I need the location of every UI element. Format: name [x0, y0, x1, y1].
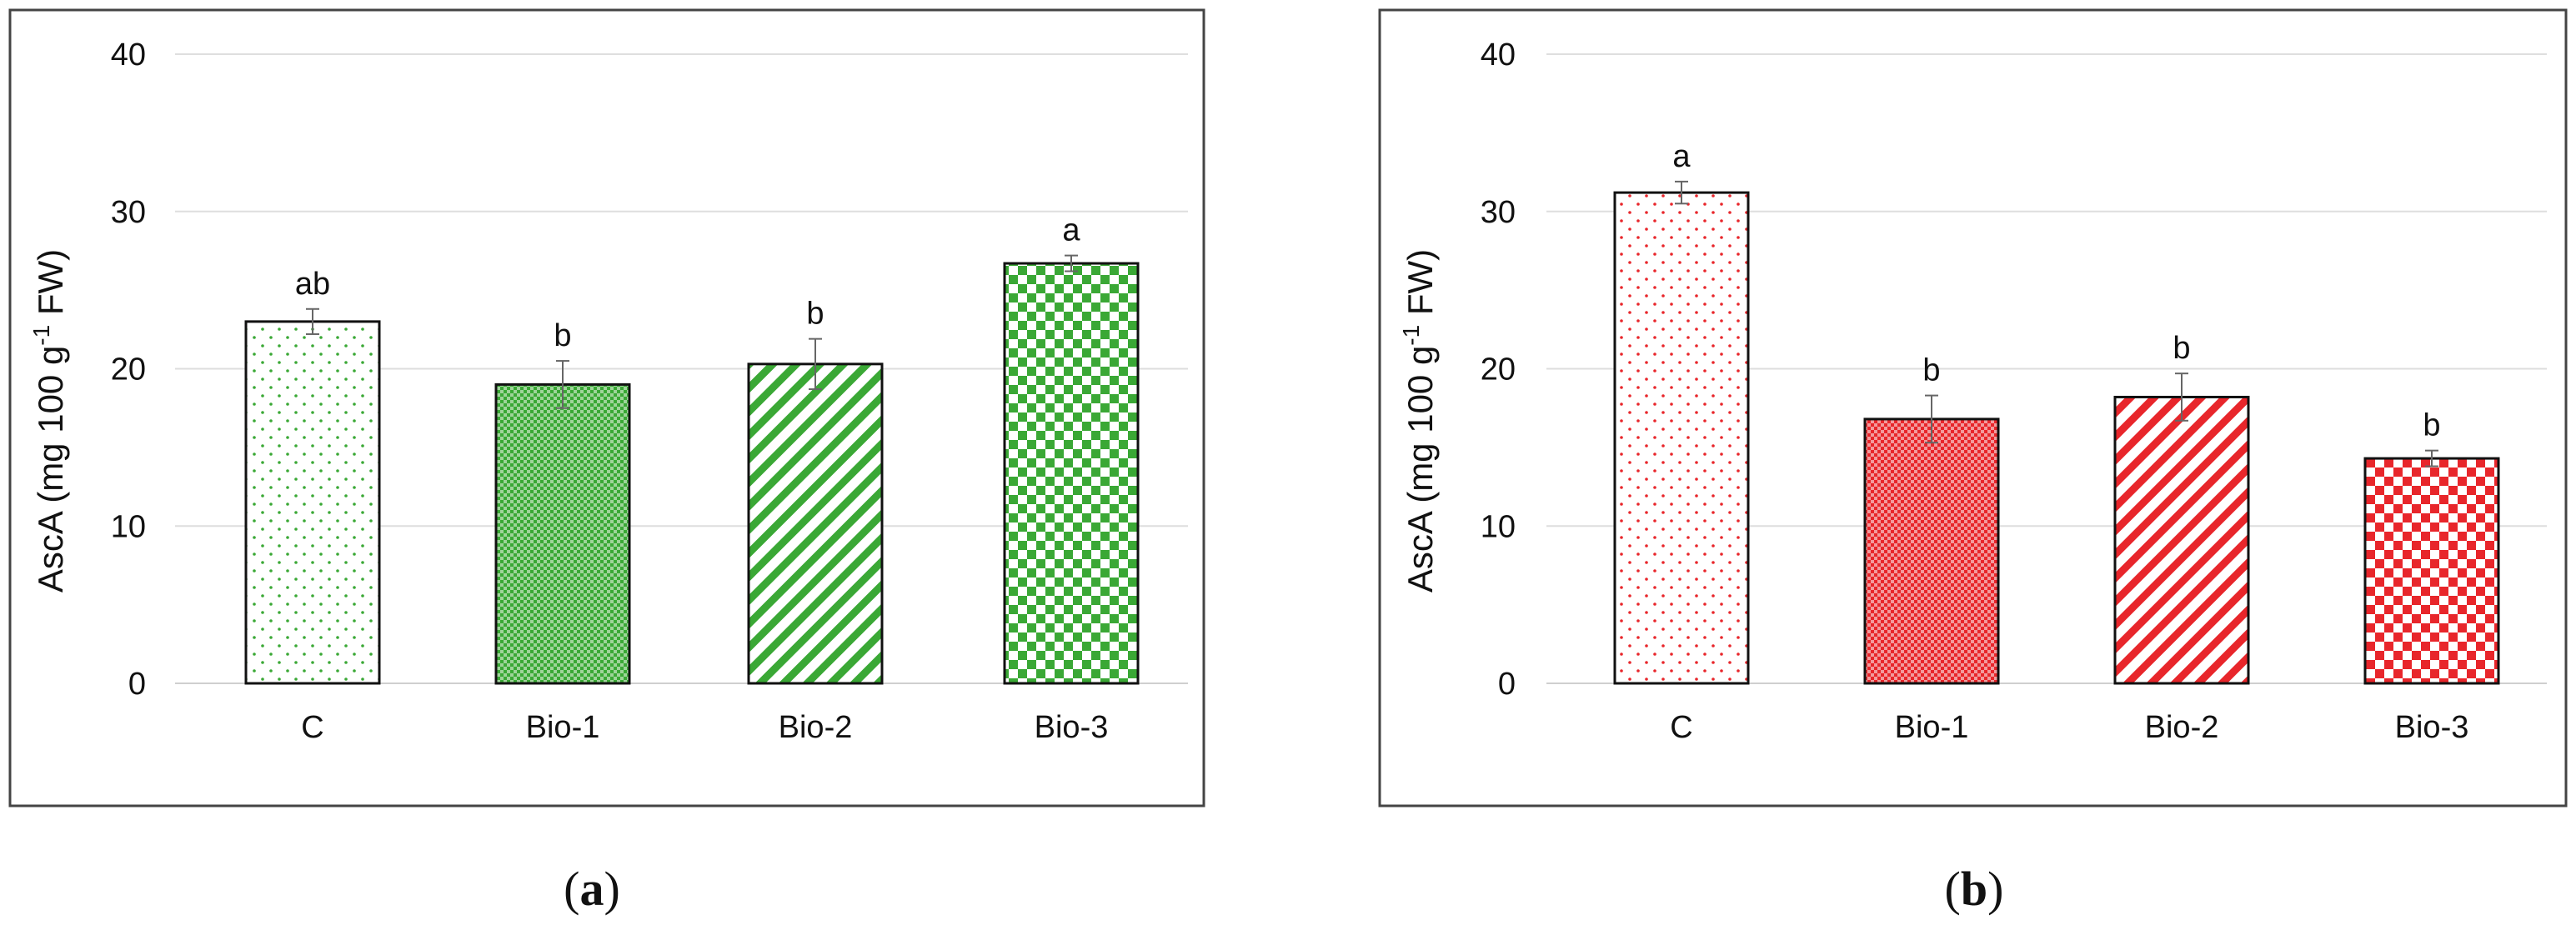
x-tick-label: Bio-2: [2145, 710, 2219, 745]
error-bar: [2175, 372, 2188, 422]
bar: [1003, 262, 1140, 685]
bar: [2363, 457, 2500, 685]
y-tick-label: 20: [111, 352, 146, 388]
error-bar: [556, 360, 569, 409]
bar: [1613, 191, 1750, 685]
panel-label: (a): [564, 862, 620, 916]
y-tick-label: 10: [111, 509, 146, 544]
y-tick-label: 0: [128, 667, 146, 702]
bar: [747, 362, 884, 685]
significance-label: ab: [295, 267, 330, 302]
x-tick-label: Bio-2: [779, 710, 853, 745]
y-axis-label: AscA (mg 100 g-1 FW): [28, 249, 70, 592]
panel-label: (b): [1945, 862, 2004, 916]
significance-label: b: [2173, 331, 2190, 366]
y-tick-label: 0: [1498, 667, 1516, 702]
x-tick-label: Bio-1: [1895, 710, 1969, 745]
error-bar: [2425, 449, 2438, 468]
bar: [244, 320, 381, 685]
chart-panel-b: a b b b 0 10 20 30 40 C Bio-1 Bio-2 Bio-3 AscA (mg…: [1378, 8, 2568, 916]
error-bar: [1675, 180, 1688, 205]
chart-frame: [1378, 8, 2568, 808]
y-tick-label: 10: [1481, 509, 1516, 544]
error-bar: [306, 308, 319, 335]
y-axis-label: AscA (mg 100 g-1 FW): [1398, 249, 1440, 592]
significance-label: b: [554, 318, 571, 353]
y-tick-label: 30: [1481, 195, 1516, 230]
y-tick-label: 40: [111, 38, 146, 72]
x-tick-label: Bio-3: [2395, 710, 2469, 745]
significance-label: b: [1922, 353, 1940, 388]
significance-label: b: [806, 297, 824, 332]
y-tick-label: 40: [1481, 38, 1516, 72]
y-tick-label: 20: [1481, 352, 1516, 388]
error-bar: [809, 338, 822, 391]
bar: [494, 382, 631, 685]
x-tick-label: C: [1670, 710, 1692, 745]
x-tick-label: Bio-3: [1035, 710, 1109, 745]
y-tick-label: 30: [111, 195, 146, 230]
chart-panel-a: ab b b a 0 10 20 30 40 C Bio-1 Bio-2 Bio-3 AscA (m…: [8, 8, 1205, 916]
significance-label: b: [2423, 408, 2440, 443]
significance-label: a: [1672, 139, 1691, 174]
significance-label: a: [1062, 213, 1080, 248]
bar: [2113, 395, 2250, 685]
bar: [1863, 418, 2000, 685]
error-bar: [1925, 394, 1938, 444]
x-tick-label: C: [301, 710, 323, 745]
x-tick-label: Bio-1: [526, 710, 600, 745]
error-bar: [1065, 254, 1078, 272]
